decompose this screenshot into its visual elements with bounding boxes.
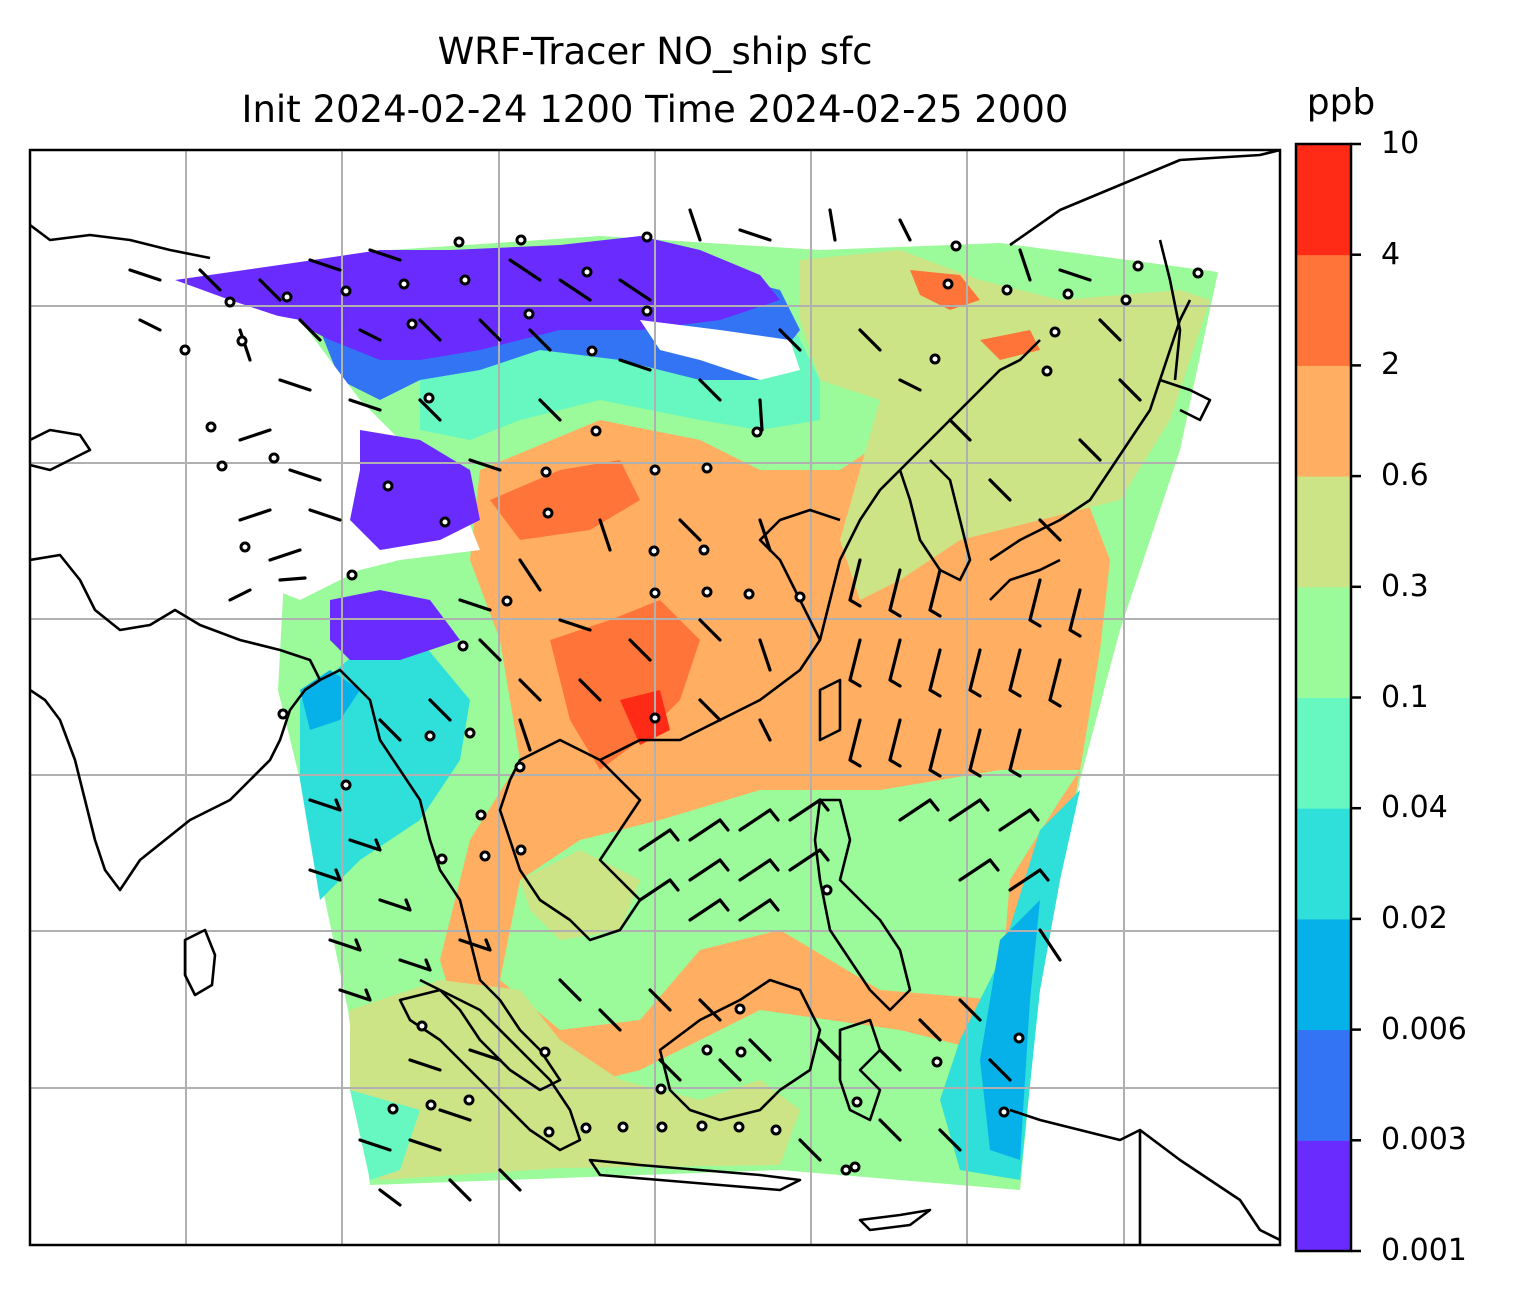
field-red-north xyxy=(490,460,640,540)
colorbar-tick-label: 0.02 xyxy=(1381,900,1448,936)
barbs-bay-of-bengal xyxy=(308,798,492,1002)
colorbar-segment-9 xyxy=(1296,144,1351,256)
colorbar xyxy=(1294,142,1361,1253)
coast-india xyxy=(30,553,322,892)
colorbar-segment-6 xyxy=(1296,476,1351,588)
barbs-maritime xyxy=(558,978,1012,1162)
coast-central-asia xyxy=(30,223,211,260)
barbs-ocean-south-china-sea xyxy=(638,798,830,922)
coast-japan2 xyxy=(989,558,1061,601)
coast-taiwan xyxy=(818,678,842,742)
field-olive-sunda xyxy=(520,850,640,940)
colorbar-segment-2 xyxy=(1296,918,1351,1031)
colorbar-tick-label: 2 xyxy=(1381,347,1401,383)
colorbar-tick-label: 0.1 xyxy=(1381,679,1429,715)
coast-borneo xyxy=(658,978,822,1122)
field-purple-sw xyxy=(330,590,460,660)
coast-philippines xyxy=(813,798,912,1012)
coast-hokkaido xyxy=(1159,378,1212,422)
field-red-japan xyxy=(980,330,1040,360)
coast-arabia xyxy=(30,428,92,472)
field-red-korea xyxy=(910,270,980,310)
field-olive-north xyxy=(800,250,1210,600)
colorbar-tick-label: 10 xyxy=(1381,126,1420,161)
coast-srilanka xyxy=(183,928,217,997)
field-olive-south xyxy=(350,980,800,1180)
field-blue-west xyxy=(300,670,360,730)
chart-title-line2: Init 2024-02-24 1200 Time 2024-02-25 200… xyxy=(241,88,1069,131)
colorbar-segment-3 xyxy=(1296,808,1351,920)
barbs-continent xyxy=(378,518,772,752)
colorbar-segment-8 xyxy=(1296,254,1351,366)
coast-sakhalin xyxy=(1158,239,1182,381)
barbs-north xyxy=(128,208,1142,602)
gridlines xyxy=(30,150,1280,1245)
colorbar-segment-5 xyxy=(1296,586,1351,698)
colorbar-tick-label: 4 xyxy=(1381,236,1401,272)
colorbar-segments xyxy=(1296,144,1351,1252)
colorbar-segment-0 xyxy=(1296,1140,1351,1252)
coast-indochina xyxy=(498,738,642,942)
coast-java xyxy=(588,1158,802,1192)
colorbar-segment-7 xyxy=(1296,365,1351,477)
colorbar-tick-label: 0.6 xyxy=(1381,458,1429,494)
map-panel xyxy=(30,150,1280,1245)
coast-russia xyxy=(1009,150,1280,247)
barbs-indian-ocean xyxy=(358,1048,522,1207)
colorbar-segment-4 xyxy=(1296,697,1351,809)
field-red-peak xyxy=(620,690,670,745)
coast-bay-east xyxy=(319,668,562,1092)
field-red-china xyxy=(550,600,700,770)
field-blue-east xyxy=(980,900,1040,1160)
map-frame xyxy=(28,148,1282,1247)
field-mint-south xyxy=(350,1090,420,1180)
coast-newguinea xyxy=(1009,1108,1280,1242)
colorbar-tick-label: 0.006 xyxy=(1381,1011,1467,1047)
tracer-field xyxy=(140,236,1218,1190)
coast-timor xyxy=(858,1208,932,1232)
colorbar-tick-label: 0.04 xyxy=(1381,790,1448,826)
colorbar-tick-label: 0.003 xyxy=(1381,1122,1467,1158)
coast-sumatra xyxy=(398,988,582,1152)
field-nodata-mongolia xyxy=(640,320,800,380)
colorbar-ticks xyxy=(1351,142,1361,1253)
colorbar-tick-label: 0.001 xyxy=(1381,1233,1467,1268)
wind-barbs xyxy=(128,208,1142,1207)
coast-korea xyxy=(898,459,972,582)
colorbar-unit-label: ppb xyxy=(1306,82,1376,123)
chart-title-line1: WRF-Tracer NO_ship sfc xyxy=(437,30,873,73)
calm-wind-circles xyxy=(179,231,1204,1176)
colorbar-tick-label: 0.3 xyxy=(1381,568,1429,604)
coast-sulawesi xyxy=(838,1018,882,1122)
colorbar-segment-1 xyxy=(1296,1029,1351,1141)
coastlines xyxy=(30,150,1280,1245)
barbs-pacific xyxy=(848,558,1082,962)
